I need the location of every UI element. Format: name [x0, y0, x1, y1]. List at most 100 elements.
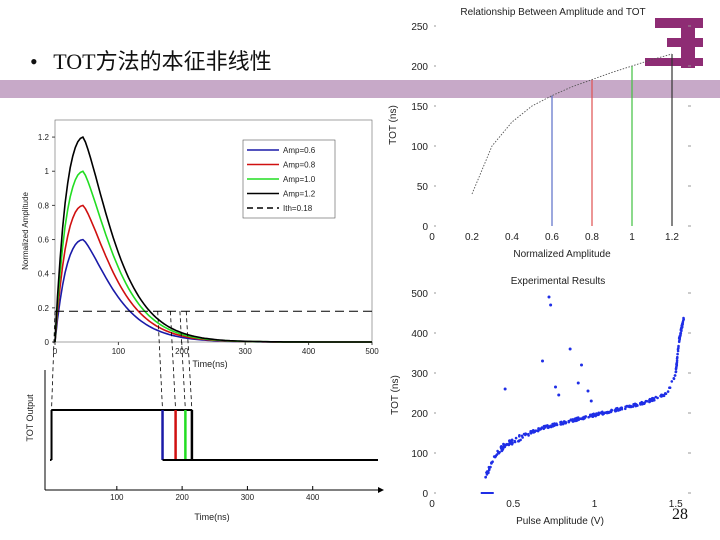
page-number: 28	[672, 506, 688, 523]
relationship-ytick-label: 200	[411, 62, 428, 73]
experimental-point	[518, 435, 521, 438]
experimental-point	[542, 424, 546, 428]
relationship-xlabel: Normalized Amplitude	[513, 249, 611, 260]
experimental-point	[542, 427, 545, 431]
experimental-point	[487, 468, 491, 472]
experimental-outlier-point	[568, 347, 572, 351]
experimental-point	[659, 394, 662, 398]
experimental-point	[510, 438, 514, 442]
experimental-point	[533, 429, 537, 433]
experimental-point	[614, 409, 617, 413]
experimental-point	[546, 425, 550, 429]
experimental-outlier-point	[541, 359, 544, 363]
experimental-point	[673, 374, 677, 377]
header-accent-bar	[0, 80, 720, 98]
experimental-ytick-label: 0	[422, 489, 428, 500]
connector-dashed-line	[185, 311, 193, 411]
experimental-scatter-points	[480, 295, 685, 494]
experimental-point	[567, 420, 571, 424]
experimental-point	[496, 449, 499, 453]
experimental-point	[510, 441, 513, 445]
pulse-ytick-label: 1	[45, 167, 50, 176]
experimental-outlier-point	[557, 393, 561, 397]
experimental-outlier-point	[547, 295, 551, 299]
experimental-xtick-label: 1.5	[669, 499, 683, 510]
experimental-point	[617, 409, 620, 412]
experimental-point	[642, 402, 646, 406]
experimental-point	[499, 447, 503, 450]
experimental-point	[678, 337, 681, 341]
relationship-xtick-label: 0.4	[505, 232, 519, 243]
experimental-xlabel: Pulse Amplitude (V)	[516, 516, 604, 527]
experimental-point	[591, 415, 595, 419]
relationship-ytick-label: 50	[417, 182, 429, 193]
experimental-point	[487, 465, 491, 469]
experimental-point	[629, 405, 633, 409]
experimental-point	[549, 424, 552, 428]
experimental-point	[551, 425, 555, 428]
experimental-point	[520, 434, 524, 438]
experimental-point	[527, 434, 530, 437]
experimental-point	[508, 439, 511, 443]
experimental-ytick-label: 100	[411, 449, 428, 460]
relationship-ytick-label: 250	[411, 22, 428, 33]
experimental-point	[682, 316, 685, 320]
relationship-title: Relationship Between Amplitude and TOT	[460, 7, 645, 18]
experimental-point	[490, 461, 493, 465]
relationship-ytick-label: 150	[411, 102, 428, 113]
experimental-outlier-point	[503, 387, 507, 391]
experimental-point	[539, 427, 542, 431]
experimental-point	[517, 439, 521, 443]
experimental-point	[484, 476, 487, 479]
experimental-point	[680, 329, 683, 333]
experimental-point	[624, 407, 627, 411]
pulse-legend-label: Amp=1.2	[283, 190, 316, 199]
experimental-point	[563, 421, 566, 425]
relationship-xtick-label: 0.2	[465, 232, 479, 243]
experimental-point	[536, 429, 540, 433]
experimental-point	[640, 402, 643, 406]
tot-xaxis-arrow	[378, 487, 384, 493]
experimental-point	[676, 352, 679, 356]
experimental-point	[680, 325, 684, 329]
experimental-point	[524, 432, 528, 436]
experimental-outlier-point	[554, 385, 557, 389]
experimental-point	[670, 380, 674, 383]
experimental-point	[625, 404, 629, 408]
experimental-point	[678, 335, 681, 338]
experimental-ylabel: TOT (ns)	[390, 375, 401, 415]
experimental-point	[589, 413, 592, 417]
connector-dashed-line	[157, 311, 163, 411]
experimental-point	[664, 392, 667, 395]
pulse-ylabel: Normalized Amplitude	[21, 192, 30, 270]
experimental-outlier-point	[549, 303, 553, 307]
experimental-ytick-label: 400	[411, 329, 428, 340]
tot-ylabel: TOT Output	[25, 394, 35, 442]
pulse-xlabel: Time(ns)	[192, 359, 227, 369]
experimental-point	[587, 415, 590, 419]
connector-dashed-line	[179, 311, 186, 411]
tot-xtick-label: 200	[175, 493, 189, 502]
pulse-xtick-label: 500	[365, 347, 379, 356]
pulse-ytick-label: 0	[45, 338, 50, 347]
pulse-legend-label: Amp=0.8	[283, 161, 316, 170]
pulse-xtick-label: 0	[53, 347, 58, 356]
experimental-point	[644, 399, 648, 403]
experimental-point	[487, 471, 490, 475]
relationship-xtick-label: 0.6	[545, 232, 559, 243]
experimental-point	[656, 396, 659, 400]
pulse-xtick-label: 300	[239, 347, 253, 356]
experimental-point	[522, 432, 526, 436]
experimental-point	[529, 430, 532, 433]
experimental-point	[666, 390, 670, 393]
experimental-point	[650, 397, 654, 400]
experimental-point	[577, 417, 581, 421]
experimental-point	[497, 452, 501, 455]
tot-xtick-label: 300	[241, 493, 255, 502]
experimental-point	[674, 370, 678, 373]
experimental-title: Experimental Results	[511, 276, 605, 287]
experimental-point	[513, 440, 517, 444]
slide-title-text: TOT方法的本征非线性	[53, 49, 272, 74]
relationship-ytick-label: 0	[422, 222, 428, 233]
pulse-xtick-label: 200	[175, 347, 189, 356]
